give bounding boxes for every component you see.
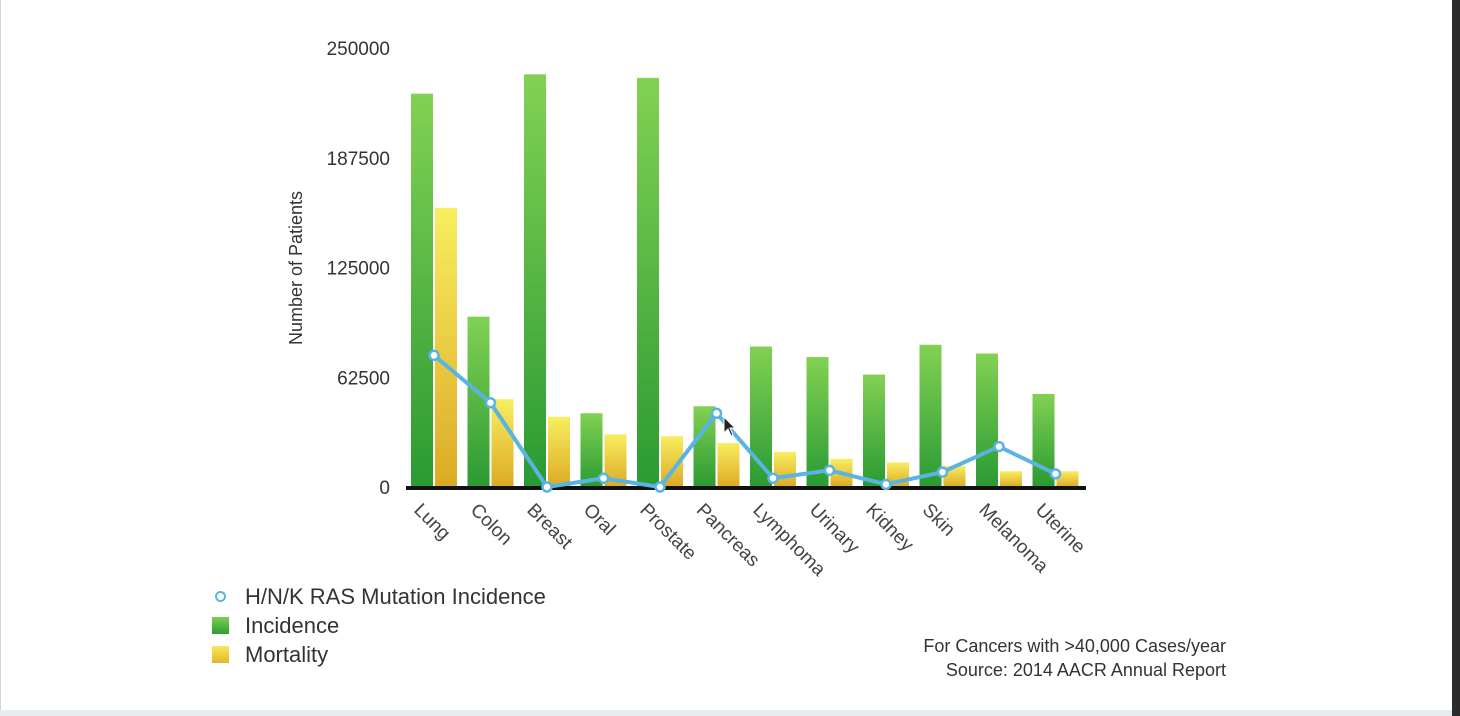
bar-incidence-prostate (637, 77, 659, 488)
legend-label-ras: H/N/K RAS Mutation Incidence (245, 583, 546, 609)
bar-incidence-kidney (863, 374, 885, 487)
bar-incidence-melanoma (976, 353, 998, 487)
bar-mortality-oral (604, 434, 627, 487)
bar-incidence-urinary (806, 357, 829, 487)
bar-mortality-breast (548, 416, 570, 487)
x-tick-label-lung: Lung (409, 500, 454, 545)
ras-point-colon (484, 396, 497, 409)
mouse-cursor (723, 415, 737, 437)
x-tick-label-skin: Skin (918, 500, 959, 541)
y-tick-label-250000: 250000 (327, 39, 390, 60)
y-axis-title: Number of Patients (286, 191, 306, 345)
footnote-criteria: For Cancers with >40,000 Cases/year (923, 636, 1226, 656)
legend-item-ras: H/N/K RAS Mutation Incidence (212, 582, 546, 611)
bar-mortality-prostate (661, 436, 683, 487)
x-tick-label-breast: Breast (522, 500, 576, 554)
bar-incidence-oral (580, 413, 603, 487)
ras-point-melanoma (993, 440, 1005, 453)
y-tick-label-62500: 62500 (337, 368, 390, 389)
bar-mortality-pancreas (717, 443, 740, 487)
y-tick-label-0: 0 (379, 478, 390, 499)
bar-mortality-lung (435, 207, 457, 487)
legend-item-incidence: Incidence (212, 611, 546, 640)
legend-item-mortality: Mortality (212, 640, 546, 669)
ras-mutation-line (432, 353, 1057, 489)
legend-swatch-mortality (212, 646, 229, 663)
x-tick-label-kidney: Kidney (861, 500, 917, 556)
ras-point-urinary (823, 464, 836, 477)
ras-point-lung (428, 349, 440, 362)
bar-incidence-lung (411, 93, 433, 487)
bar-mortality-uterine (1056, 471, 1079, 487)
bar-incidence-skin (919, 344, 942, 487)
legend-label-mortality: Mortality (245, 641, 329, 667)
ras-point-pancreas (710, 407, 723, 419)
bar-mortality-colon (491, 399, 514, 487)
ras-point-breast (541, 481, 553, 493)
footnote-source: Source: 2014 AACR Annual Report (945, 660, 1226, 680)
bar-mortality-melanoma (1000, 471, 1022, 487)
window-left-edge (0, 0, 1, 716)
window-bottom-edge (0, 710, 1452, 716)
legend-label-incidence: Incidence (245, 612, 340, 638)
x-tick-label-prostate: Prostate (635, 500, 700, 565)
x-tick-label-oral: Oral (579, 500, 619, 540)
bar-incidence-lymphoma (750, 346, 772, 487)
window-right-border (1452, 0, 1460, 716)
chart-legend: H/N/K RAS Mutation Incidence Incidence M… (212, 582, 546, 669)
legend-marker-ras (212, 588, 229, 605)
legend-swatch-incidence (212, 617, 229, 634)
ras-point-prostate (654, 481, 666, 493)
ras-point-kidney (880, 478, 892, 491)
bar-incidence-colon (467, 316, 490, 487)
ras-point-uterine (1049, 468, 1062, 480)
bar-incidence-breast (524, 74, 546, 487)
ras-point-lymphoma (767, 472, 779, 484)
x-tick-label-colon: Colon (466, 500, 516, 550)
y-tick-label-125000: 125000 (327, 259, 390, 280)
ras-point-skin (936, 466, 949, 478)
y-tick-label-187500: 187500 (327, 149, 390, 170)
bar-incidence-pancreas (693, 406, 716, 487)
chart-footnote: For Cancers with >40,000 Cases/year Sour… (880, 634, 1226, 682)
ras-point-oral (597, 472, 610, 484)
